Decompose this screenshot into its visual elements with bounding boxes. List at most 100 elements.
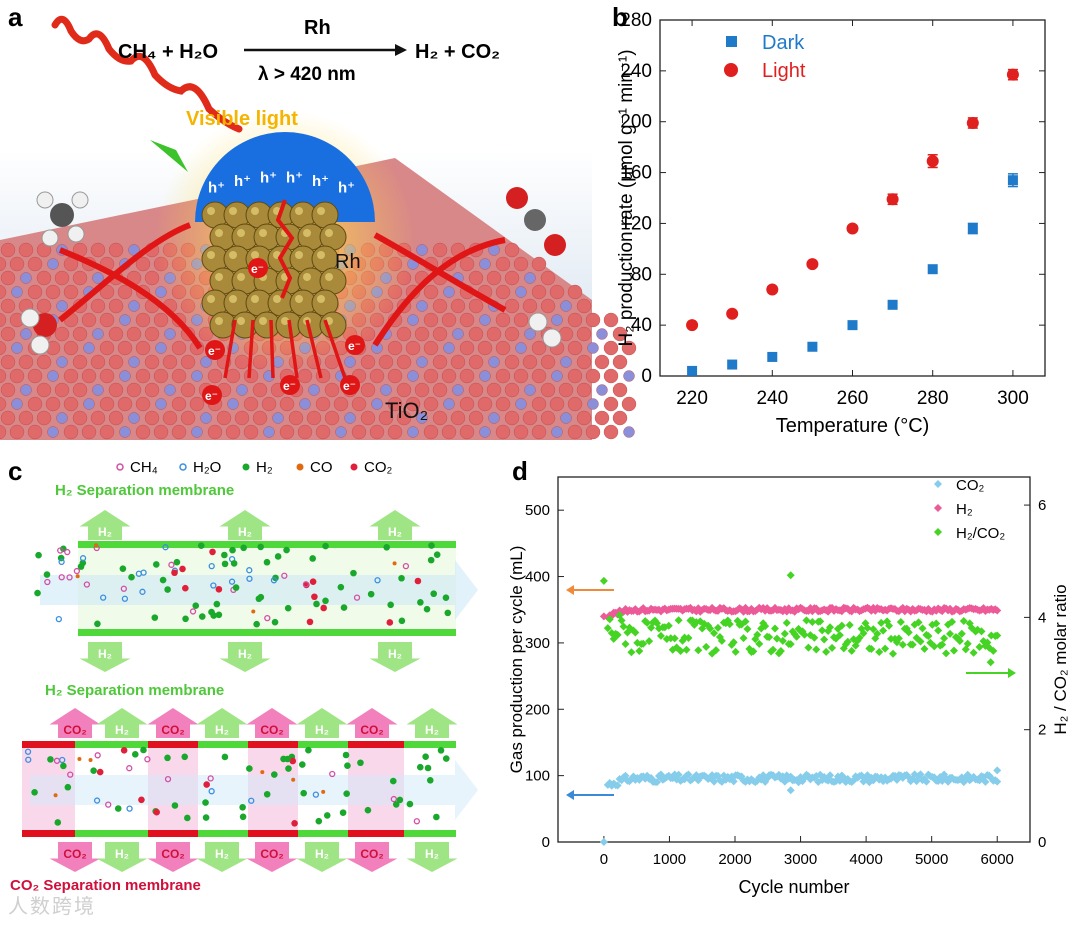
data-point-hco xyxy=(749,647,758,656)
ti-atom xyxy=(11,286,23,298)
rh-atom xyxy=(319,311,347,339)
data-point-hco xyxy=(835,631,844,640)
molecule xyxy=(433,551,441,558)
o-atom xyxy=(144,410,160,426)
electron-dot xyxy=(205,340,225,360)
electron-flow-arrow xyxy=(269,319,275,379)
molecule xyxy=(289,757,297,765)
molecule xyxy=(64,783,72,791)
data-point-hco xyxy=(643,618,652,627)
x-tick-label: 240 xyxy=(756,388,788,409)
molecule xyxy=(53,793,58,798)
arrow-label: H₂ xyxy=(115,847,129,861)
ti-atom xyxy=(128,300,140,312)
rh-highlight xyxy=(317,207,325,215)
ti-atom xyxy=(200,356,212,368)
o-atom xyxy=(468,326,484,342)
arrow-label: H₂ xyxy=(115,723,129,737)
ti-atom xyxy=(47,258,59,270)
o-atom xyxy=(387,424,403,440)
separation-arrow xyxy=(369,510,421,540)
molecule xyxy=(430,590,438,598)
o-atom xyxy=(360,382,376,398)
ti-atom xyxy=(344,356,356,368)
panel-letter-a: a xyxy=(8,2,23,32)
molecule xyxy=(339,809,347,816)
molecule xyxy=(309,578,317,585)
o-atom xyxy=(99,424,115,440)
o-atom xyxy=(504,326,520,342)
molecule xyxy=(198,613,206,620)
ti-atom xyxy=(155,342,167,354)
o-atom xyxy=(576,410,592,426)
o-atom xyxy=(378,354,394,370)
data-point-hco xyxy=(873,629,882,638)
o-atom xyxy=(216,410,232,426)
data-point-hco xyxy=(684,633,693,642)
ti-atom xyxy=(155,398,167,410)
separation-arrow xyxy=(147,842,199,872)
ti-atom xyxy=(11,342,23,354)
ti-atom xyxy=(551,314,563,326)
o-atom xyxy=(36,382,52,398)
ti-atom xyxy=(452,328,464,340)
membrane-segment xyxy=(298,830,348,837)
molecule xyxy=(208,788,215,795)
o-atom xyxy=(423,340,439,356)
data-point-hco xyxy=(888,649,897,658)
molecule xyxy=(312,791,320,798)
ti-atom xyxy=(596,384,608,396)
arrow-label: H₂ xyxy=(425,847,439,861)
molecule xyxy=(54,819,62,826)
membrane-segment xyxy=(22,741,75,748)
membrane-top-upper xyxy=(78,541,456,548)
y-tick-label: 300 xyxy=(525,635,550,652)
reaction-arrow xyxy=(58,222,192,323)
water-hydrogen xyxy=(30,335,50,355)
o-atom xyxy=(27,396,43,412)
o-atom xyxy=(396,354,412,370)
o-atom xyxy=(180,382,196,398)
molecule xyxy=(246,575,253,582)
electron-label: e⁻ xyxy=(205,389,218,403)
molecule xyxy=(164,586,171,593)
o-atom xyxy=(108,326,124,342)
data-point-light xyxy=(926,155,939,168)
data-point-hco xyxy=(755,639,764,648)
o-atom xyxy=(0,382,16,398)
o-atom xyxy=(567,424,583,440)
o-atom xyxy=(315,424,331,440)
co2-oxygen xyxy=(506,187,528,209)
molecule xyxy=(31,788,38,796)
data-point-hco xyxy=(820,635,829,644)
arrow-label: H₂ xyxy=(425,723,439,737)
o-atom xyxy=(522,354,538,370)
y-tick-label: 80 xyxy=(631,264,652,285)
rh-highlight xyxy=(215,229,223,237)
arrow-label: CO₂ xyxy=(360,723,383,737)
visible-light-wave xyxy=(51,15,243,133)
reaction-arrow xyxy=(58,247,203,350)
data-point-hco xyxy=(916,637,925,646)
data-point-hco xyxy=(761,622,770,631)
molecule xyxy=(423,605,431,613)
molecule xyxy=(215,585,223,593)
y-tick-label: 240 xyxy=(620,61,652,82)
data-point-hco xyxy=(816,617,825,626)
o-atom xyxy=(513,256,529,272)
o-atom xyxy=(477,396,493,412)
o-atom xyxy=(81,424,97,440)
o-atom xyxy=(63,424,79,440)
molecule xyxy=(274,553,282,560)
separation-arrow xyxy=(219,510,271,540)
ti-atom xyxy=(551,426,563,438)
molecule xyxy=(59,756,66,764)
separation-arrow xyxy=(147,708,199,738)
data-point-light xyxy=(686,319,699,332)
molecule xyxy=(426,776,434,784)
o-atom xyxy=(162,354,178,370)
o-atom xyxy=(459,256,475,272)
legend-label: CO₂ xyxy=(956,477,985,494)
separation-arrow xyxy=(369,642,421,672)
molecule xyxy=(182,615,189,623)
